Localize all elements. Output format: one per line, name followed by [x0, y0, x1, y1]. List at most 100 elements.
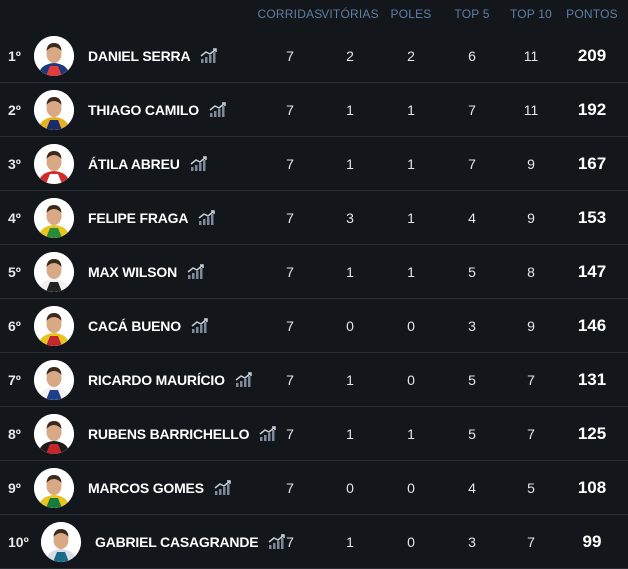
vitorias-value: 1	[346, 426, 354, 442]
driver-name[interactable]: THIAGO CAMILO	[88, 102, 199, 118]
chart-trend-icon[interactable]	[191, 318, 209, 334]
top10-value: 11	[523, 102, 539, 118]
driver-helmet-icon[interactable]	[34, 306, 74, 346]
pontos-value: 108	[577, 478, 607, 497]
poles-value: 1	[407, 156, 415, 172]
top5-value: 5	[468, 264, 476, 280]
table-row[interactable]: 7º RICARDO MAURÍCIO	[0, 353, 628, 407]
driver-helmet-icon[interactable]	[34, 468, 74, 508]
row-divider	[0, 244, 628, 245]
top10-value: 11	[523, 48, 539, 64]
table-header: CORRIDAS VITÓRIAS POLES TOP 5 TOP 10 PON…	[0, 0, 628, 28]
vitorias-value: 0	[346, 318, 354, 334]
vitorias-value: 1	[346, 102, 354, 118]
chart-trend-icon[interactable]	[200, 48, 218, 64]
driver-helmet-icon[interactable]	[34, 198, 74, 238]
driver-name[interactable]: MAX WILSON	[88, 264, 177, 280]
header-top10[interactable]: TOP 10	[509, 7, 553, 21]
driver-helmet-icon[interactable]	[34, 90, 74, 130]
poles-value: 1	[407, 210, 415, 226]
driver-helmet-icon[interactable]	[34, 252, 74, 292]
header-vitorias[interactable]: VITÓRIAS	[321, 7, 379, 21]
chart-trend-icon[interactable]	[187, 264, 205, 280]
pontos-value: 131	[577, 370, 607, 389]
header-top5[interactable]: TOP 5	[454, 7, 490, 21]
table-row[interactable]: 8º RUBENS BARRICHELLO	[0, 407, 628, 461]
driver-name[interactable]: GABRIEL CASAGRANDE	[95, 534, 259, 550]
poles-value: 1	[407, 426, 415, 442]
pontos-value: 125	[577, 424, 607, 443]
chart-trend-icon[interactable]	[198, 210, 216, 226]
poles-value: 0	[407, 480, 415, 496]
corridas-value: 7	[286, 102, 294, 118]
poles-value: 1	[407, 102, 415, 118]
corridas-value: 7	[286, 264, 294, 280]
table-row[interactable]: 4º FELIPE FRAGA	[0, 191, 628, 245]
driver-name[interactable]: FELIPE FRAGA	[88, 210, 189, 226]
pontos-value: 209	[577, 46, 607, 65]
table-row[interactable]: 10º GABRIEL CASAGRANDE	[0, 515, 628, 569]
driver-helmet-icon[interactable]	[41, 522, 81, 562]
header-corridas[interactable]: CORRIDAS	[257, 7, 323, 21]
table-row[interactable]: 6º CACÁ BUENO	[0, 299, 628, 353]
driver-name[interactable]: CACÁ BUENO	[88, 318, 181, 334]
corridas-value: 7	[286, 156, 294, 172]
vitorias-value: 1	[346, 534, 354, 550]
driver-name[interactable]: RICARDO MAURÍCIO	[88, 372, 225, 388]
driver-helmet-icon[interactable]	[34, 360, 74, 400]
pontos-value: 167	[577, 154, 607, 173]
top10-value: 9	[527, 318, 535, 334]
chart-trend-icon[interactable]	[214, 480, 232, 496]
vitorias-value: 1	[346, 372, 354, 388]
poles-value: 2	[407, 48, 415, 64]
position: 10º	[8, 534, 29, 550]
top10-value: 7	[527, 426, 535, 442]
position: 5º	[8, 264, 21, 280]
top10-value: 9	[527, 210, 535, 226]
chart-trend-icon[interactable]	[268, 534, 286, 550]
top5-value: 4	[468, 480, 476, 496]
top5-value: 3	[468, 318, 476, 334]
chart-trend-icon[interactable]	[190, 156, 208, 172]
vitorias-value: 1	[346, 156, 354, 172]
driver-helmet-icon[interactable]	[34, 144, 74, 184]
table-row[interactable]: 9º MARCOS GOMES	[0, 461, 628, 515]
position: 7º	[8, 372, 21, 388]
position: 3º	[8, 156, 21, 172]
top5-value: 6	[468, 48, 476, 64]
header-pontos[interactable]: PONTOS	[566, 7, 618, 21]
driver-name[interactable]: RUBENS BARRICHELLO	[88, 426, 250, 442]
vitorias-value: 2	[346, 48, 354, 64]
position: 1º	[8, 48, 21, 64]
corridas-value: 7	[286, 480, 294, 496]
driver-helmet-icon[interactable]	[34, 414, 74, 454]
vitorias-value: 3	[346, 210, 354, 226]
header-poles[interactable]: POLES	[390, 7, 432, 21]
chart-trend-icon[interactable]	[235, 372, 253, 388]
table-row[interactable]: 3º ÁTILA ABREU	[0, 137, 628, 191]
top5-value: 5	[468, 426, 476, 442]
pontos-value: 99	[582, 532, 602, 551]
table-row[interactable]: 1º DANIEL SERRA	[0, 29, 628, 83]
top10-value: 7	[527, 372, 535, 388]
row-divider	[0, 190, 628, 191]
chart-trend-icon[interactable]	[209, 102, 227, 118]
row-divider	[0, 460, 628, 461]
table-row[interactable]: 5º MAX WILSON	[0, 245, 628, 299]
corridas-value: 7	[286, 534, 294, 550]
top10-value: 5	[527, 480, 535, 496]
driver-name[interactable]: ÁTILA ABREU	[88, 156, 180, 172]
table-row[interactable]: 2º THIAGO CAMILO	[0, 83, 628, 137]
corridas-value: 7	[286, 372, 294, 388]
poles-value: 0	[407, 318, 415, 334]
driver-name[interactable]: MARCOS GOMES	[88, 480, 204, 496]
top10-value: 9	[527, 156, 535, 172]
row-divider	[0, 352, 628, 353]
driver-name[interactable]: DANIEL SERRA	[88, 48, 191, 64]
chart-trend-icon[interactable]	[259, 426, 277, 442]
top5-value: 7	[468, 102, 476, 118]
driver-helmet-icon[interactable]	[34, 36, 74, 76]
position: 6º	[8, 318, 21, 334]
vitorias-value: 1	[346, 264, 354, 280]
